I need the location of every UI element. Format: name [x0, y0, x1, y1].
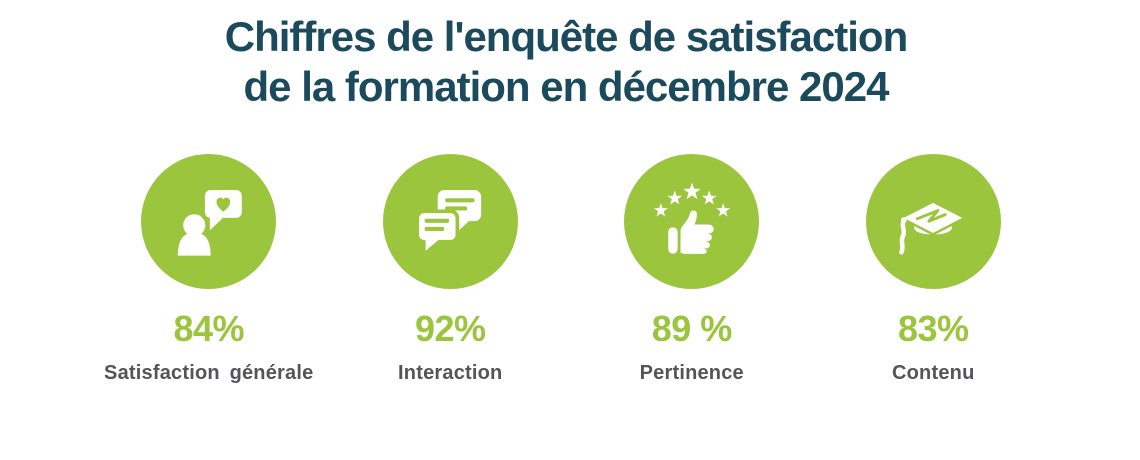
stat-interaction: 92% Interaction — [330, 154, 572, 384]
stat-value: 92% — [414, 308, 486, 349]
graduation-cap-icon — [865, 154, 1001, 289]
title-line-1: Chiffres de l'enquête de satisfaction — [224, 13, 908, 60]
stat-pertinence: 89 % Pertinence — [571, 154, 813, 384]
stats-row: 84% Satisfaction générale 92% Interactio… — [88, 154, 1054, 384]
page-title: Chiffres de l'enquête de satisfaction de… — [0, 12, 1132, 112]
person-heart-chat-icon — [141, 154, 277, 289]
stat-value: 84% — [173, 308, 245, 349]
thumbs-up-stars-icon — [624, 154, 760, 289]
stat-label: Interaction — [398, 362, 503, 384]
stat-satisfaction-generale: 84% Satisfaction générale — [88, 154, 330, 384]
title-line-2: de la formation en décembre 2024 — [243, 63, 890, 110]
stat-label: Contenu — [892, 362, 975, 384]
stat-label: Pertinence — [639, 362, 744, 384]
stat-value: 89 % — [651, 308, 733, 349]
stat-contenu: 83% Contenu — [813, 154, 1055, 384]
stat-label: Satisfaction générale — [104, 362, 314, 384]
chat-bubbles-icon — [382, 154, 518, 289]
stat-value: 83% — [897, 308, 969, 349]
